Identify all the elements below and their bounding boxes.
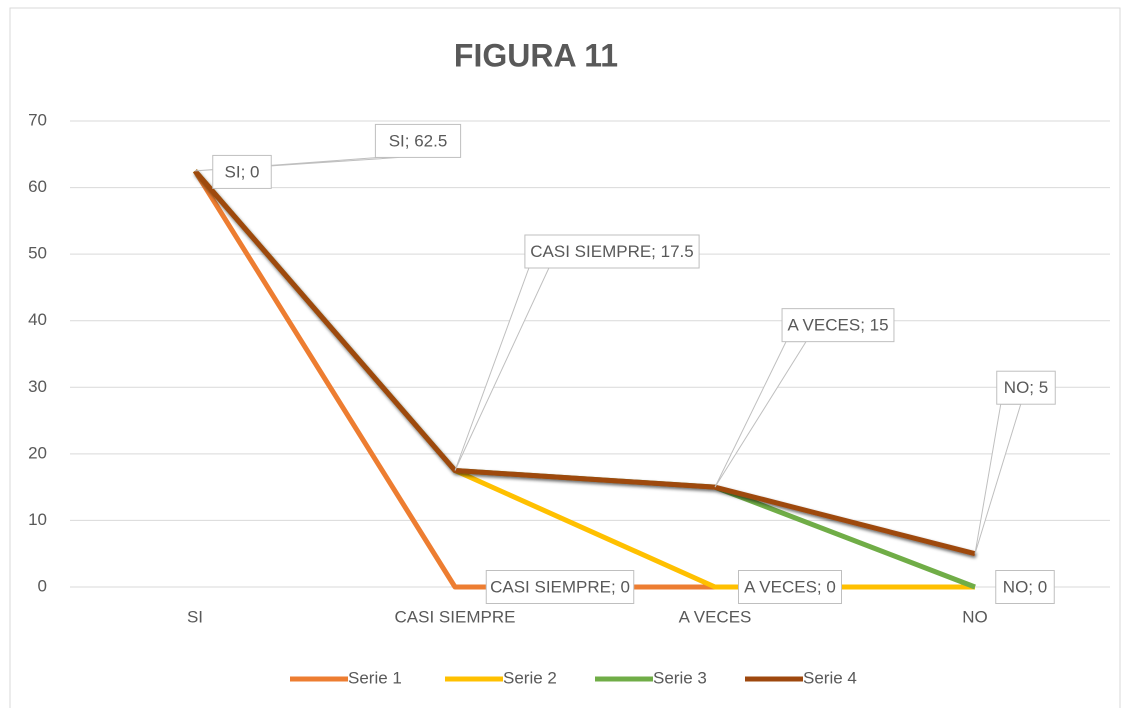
x-tick-label: SI (187, 607, 203, 626)
x-tick-label: A VECES (679, 607, 752, 626)
y-tick-label: 70 (28, 110, 47, 129)
y-tick-label: 60 (28, 177, 47, 196)
x-tick-label: NO (962, 607, 988, 626)
chart-title: FIGURA 11 (454, 37, 618, 73)
y-tick-label: 0 (38, 576, 47, 595)
data-label-box (485, 570, 635, 604)
x-tick-label: CASI SIEMPRE (395, 607, 516, 626)
data-label: NO; 5 (974, 370, 1056, 554)
data-label: SI; 0 (212, 154, 272, 189)
series-line (193, 169, 976, 557)
legend-label: Serie 3 (653, 668, 707, 687)
data-label-text: A VECES; 15 (787, 316, 888, 335)
data-label-box (374, 123, 462, 158)
data-label: A VECES; 15 (714, 308, 895, 488)
data-label-text: CASI SIEMPRE; 0 (490, 577, 630, 596)
data-label: CASI SIEMPRE; 0 (485, 570, 635, 604)
y-tick-label: 20 (28, 443, 47, 462)
data-label-text: CASI SIEMPRE; 17.5 (530, 242, 693, 261)
data-label-box (738, 570, 842, 604)
data-label-box (995, 570, 1055, 604)
data-label: NO; 0 (995, 570, 1055, 604)
data-label-box (996, 370, 1056, 405)
data-label-text: SI; 0 (225, 162, 260, 181)
y-tick-label: 50 (28, 244, 47, 263)
data-label-text: A VECES; 0 (744, 577, 836, 596)
data-label: CASI SIEMPRE; 17.5 (454, 234, 700, 471)
data-label-box (524, 234, 700, 269)
legend-label: Serie 1 (348, 668, 402, 687)
legend-label: Serie 4 (803, 668, 857, 687)
y-tick-label: 10 (28, 510, 47, 529)
y-tick-label: 40 (28, 310, 47, 329)
data-label-text: NO; 0 (1003, 577, 1047, 596)
y-tick-label: 30 (28, 377, 47, 396)
data-label-text: SI; 62.5 (389, 131, 448, 150)
data-label-box (212, 154, 272, 189)
legend-label: Serie 2 (503, 668, 557, 687)
data-label: A VECES; 0 (738, 570, 842, 604)
data-label-box (781, 308, 895, 343)
data-label-text: NO; 5 (1004, 378, 1048, 397)
data-label: SI; 62.5 (194, 123, 462, 172)
